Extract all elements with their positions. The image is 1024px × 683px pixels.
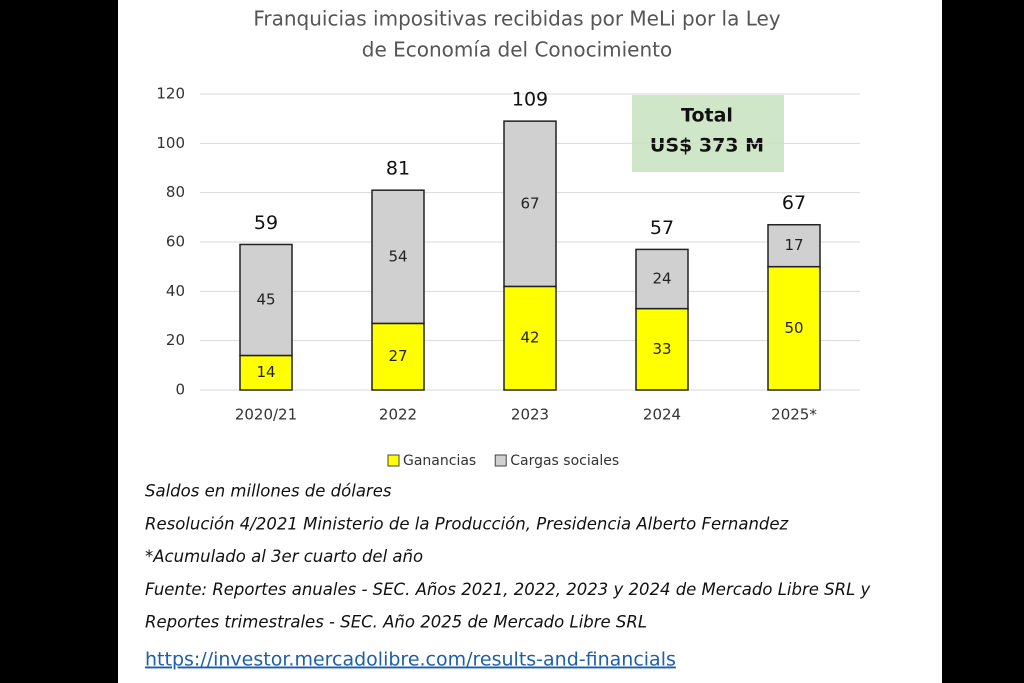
bar-segment (239, 354, 293, 391)
legend-label: Cargas sociales (510, 453, 619, 469)
annotation-box (632, 95, 784, 172)
y-tick-label: 100 (156, 134, 185, 152)
y-tick-label: 60 (166, 233, 185, 251)
x-tick-label: 2024 (643, 406, 681, 424)
bar-segment (371, 189, 425, 325)
x-tick-label: 2023 (511, 406, 549, 424)
annotation-text: US$ 373 M (650, 135, 764, 157)
chart-title: Franquicias impositivas recibidas por Me… (253, 7, 780, 31)
data-label: 27 (388, 347, 407, 365)
note: Saldos en millones de dólares (145, 482, 392, 501)
y-tick-label: 20 (166, 331, 185, 349)
legend-swatch (387, 454, 400, 467)
y-tick-label: 120 (156, 85, 185, 103)
total-label: 109 (512, 89, 548, 111)
y-tick-label: 80 (166, 183, 185, 201)
data-label: 42 (520, 329, 539, 347)
data-label: 17 (784, 236, 803, 254)
data-label: 54 (388, 247, 407, 265)
bar-segment (767, 223, 821, 268)
legend-label: Ganancias (403, 453, 476, 469)
total-label: 81 (386, 158, 410, 180)
y-tick-label: 40 (166, 282, 185, 300)
bar-segment (767, 265, 821, 391)
x-tick-label: 2025* (771, 406, 817, 424)
y-tick-label: 0 (175, 381, 185, 399)
total-label: 67 (782, 192, 806, 214)
bar-segment (239, 243, 293, 357)
data-label: 45 (256, 290, 275, 308)
annotation-text: Total (681, 105, 733, 127)
bar-segment (635, 307, 689, 391)
note: *Acumulado al 3er cuarto del año (145, 547, 423, 566)
bar-segment (371, 322, 425, 391)
bar-segment (503, 285, 557, 391)
note: Resolución 4/2021 Ministerio de la Produ… (145, 514, 789, 533)
x-tick-label: 2020/21 (235, 406, 297, 424)
data-label: 24 (652, 270, 671, 288)
data-label: 50 (784, 319, 803, 337)
legend-swatch (494, 454, 507, 467)
chart-title: de Economía del Conocimiento (362, 38, 672, 62)
total-label: 59 (254, 212, 278, 234)
data-label: 67 (520, 194, 539, 212)
note: Reportes trimestrales - SEC. Año 2025 de… (145, 613, 647, 632)
x-tick-label: 2022 (379, 406, 417, 424)
data-label: 33 (652, 340, 671, 358)
bar-segment (635, 248, 689, 310)
data-label: 14 (256, 363, 275, 381)
source-link[interactable]: https://investor.mercadolibre.com/result… (145, 649, 676, 671)
bar-segment (503, 120, 557, 288)
note: Fuente: Reportes anuales - SEC. Años 202… (145, 580, 871, 599)
total-label: 57 (650, 217, 674, 239)
